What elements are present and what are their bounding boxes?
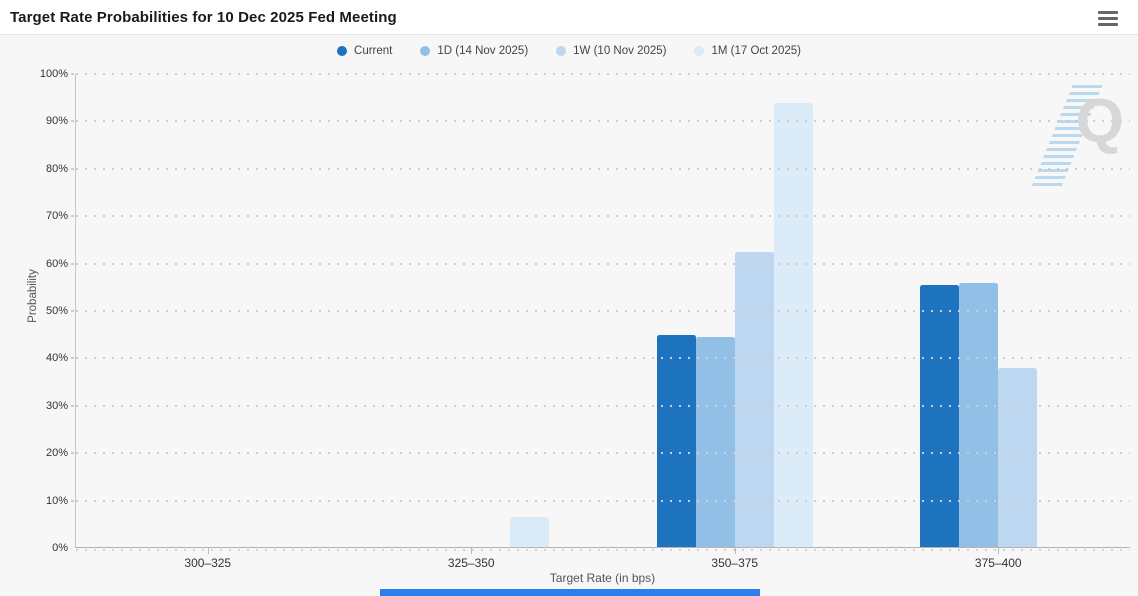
plot-area: 300–325 325–350 350–375 375–400 0% 10% 20% 30%… [40,68,1131,570]
hamburger-line [1098,22,1118,26]
gridline [76,120,1130,123]
gridline [76,215,1130,218]
category-group: 375–400 [867,74,1131,570]
x-axis-title: Target Rate (in bps) [549,571,656,585]
x-tick-mark [998,548,1000,554]
gridline [76,452,1130,455]
gridline [76,499,1130,502]
legend-item-4[interactable]: 1M (17 Oct 2025) [694,45,801,57]
y-tick-mark [71,452,74,455]
legend-dot-icon [694,46,705,56]
y-tick-label: 0% [52,542,68,554]
watermark: Q [1031,83,1130,193]
bar[interactable] [695,337,735,547]
gridline [76,167,1130,170]
gridline [76,73,1130,75]
y-tick-mark [71,357,74,360]
bar[interactable] [959,282,999,547]
header: Target Rate Probabilities for 10 Dec 202… [0,0,1138,34]
gridline [76,404,1130,407]
bar[interactable] [656,335,696,547]
bar[interactable] [998,368,1038,547]
gridline [76,357,1130,360]
y-tick-label: 60% [45,257,68,270]
watermark-q-icon: Q [1075,87,1124,156]
y-tick-mark [71,262,74,265]
legend-label: 1M (17 Oct 2025) [711,45,801,57]
legend-dot-icon [556,46,567,56]
x-tick-mark [471,548,473,554]
bar[interactable] [773,103,813,547]
x-tick-label: 375–400 [974,556,1022,570]
legend-label: 1D (14 Nov 2025) [437,45,529,57]
y-tick-mark [71,404,74,407]
y-tick-label: 90% [45,115,68,128]
y-tick-mark [71,215,74,218]
y-tick-label: 70% [45,210,68,223]
legend-dot-icon [420,46,431,56]
x-tick-label: 300–325 [184,556,232,570]
y-tick-label: 20% [45,447,68,460]
x-tick-mark [734,548,736,554]
category-group: 300–325 [76,74,340,570]
y-tick-label: 30% [45,399,68,412]
bar[interactable] [920,284,960,547]
legend-item-1[interactable]: Current [337,45,392,57]
y-tick-label: 100% [39,68,68,80]
y-tick-label: 40% [45,352,68,365]
category-group: 325–350 [340,74,604,570]
y-tick-label: 10% [45,494,68,507]
x-axis-minor-ticks [76,549,1130,551]
legend-item-3[interactable]: 1W (10 Nov 2025) [556,45,666,57]
hamburger-line [1098,16,1118,21]
hamburger-menu-icon[interactable] [1098,11,1118,26]
x-tick-label: 350–375 [711,556,759,570]
gridline [76,310,1130,312]
bar-groups: 300–325 325–350 350–375 375–400 [76,74,1131,570]
y-tick-mark [71,167,74,170]
x-tick-label: 325–350 [447,556,495,570]
legend-label: 1W (10 Nov 2025) [573,45,667,57]
y-tick-mark [71,120,74,123]
legend-item-2[interactable]: 1D (14 Nov 2025) [420,45,528,57]
category-group: 350–375 [603,74,867,570]
chart-area: Current 1D (14 Nov 2025) 1W (10 Nov 2025) 1… [0,34,1138,596]
y-tick-label: 50% [45,305,68,317]
legend: Current 1D (14 Nov 2025) 1W (10 Nov 2025) 1… [0,45,1138,57]
bar[interactable] [510,517,550,547]
y-tick-mark [71,310,74,312]
x-tick-mark [207,548,209,554]
hamburger-line [1098,11,1118,15]
legend-dot-icon [337,46,348,56]
gridline [76,262,1130,265]
y-tick-label: 80% [45,162,68,175]
page-title: Target Rate Probabilities for 10 Dec 202… [10,9,397,26]
bar[interactable] [734,252,774,547]
scrollbar-thumb[interactable] [380,589,760,596]
legend-label: Current [354,45,393,57]
y-tick-mark [71,73,74,75]
y-tick-mark [71,499,74,502]
